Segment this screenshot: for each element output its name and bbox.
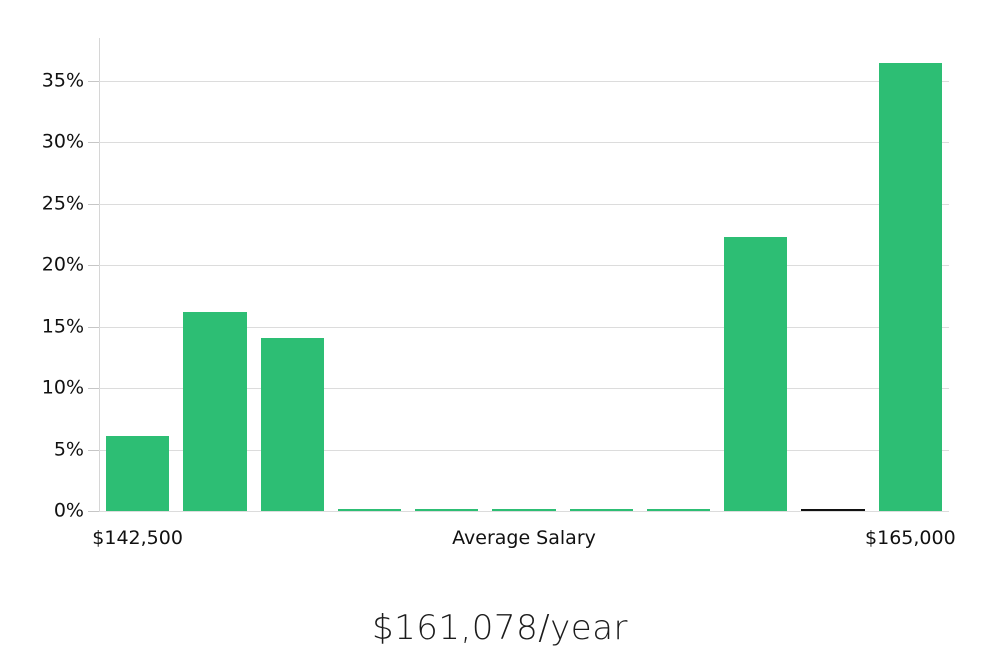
- y-tick-mark: [88, 203, 99, 205]
- gridline-35: [99, 81, 949, 82]
- x-tick-label: Average Salary: [452, 527, 596, 549]
- y-tick-mark: [88, 326, 99, 328]
- bar: [569, 509, 633, 511]
- y-tick-label: 5%: [53, 438, 84, 461]
- y-tick-mark: [88, 511, 99, 512]
- y-axis-spine: [99, 38, 100, 511]
- bar: [105, 436, 170, 511]
- bar: [878, 62, 943, 511]
- gridline-30: [99, 142, 949, 144]
- bar: [492, 509, 556, 511]
- y-tick-label: 10%: [41, 376, 84, 399]
- y-tick-label: 35%: [41, 69, 84, 92]
- y-tick-label: 0%: [53, 499, 84, 522]
- y-tick-mark: [88, 81, 99, 82]
- average-salary-title: $161,078/year: [371, 608, 629, 648]
- y-tick-label: 30%: [41, 130, 84, 153]
- bar: [260, 337, 324, 511]
- gridline-5: [99, 449, 949, 451]
- y-tick-label: 20%: [41, 253, 84, 276]
- y-tick-mark: [88, 449, 99, 451]
- y-tick-mark: [88, 142, 99, 144]
- gridline-0: [99, 511, 949, 512]
- bar: [646, 509, 711, 511]
- gridline-15: [99, 326, 949, 328]
- gridline-25: [99, 203, 949, 205]
- plot-area: 0% 5% 10% 15% 20% 25% 30% 35% $142,500 Average Sa…: [42, 38, 956, 549]
- x-tick-label: $165,000: [865, 527, 956, 549]
- y-tick-label: 25%: [41, 192, 84, 215]
- highlight-bar: [801, 508, 865, 511]
- gridline-20: [99, 265, 949, 267]
- y-tick-mark: [88, 388, 99, 390]
- bar: [724, 237, 788, 511]
- bar: [183, 311, 247, 511]
- y-tick-mark: [88, 265, 99, 267]
- x-tick-label: $142,500: [92, 527, 183, 549]
- bar: [337, 509, 402, 511]
- bar: [415, 509, 479, 511]
- gridline-10: [99, 388, 949, 390]
- y-tick-label: 15%: [41, 315, 84, 338]
